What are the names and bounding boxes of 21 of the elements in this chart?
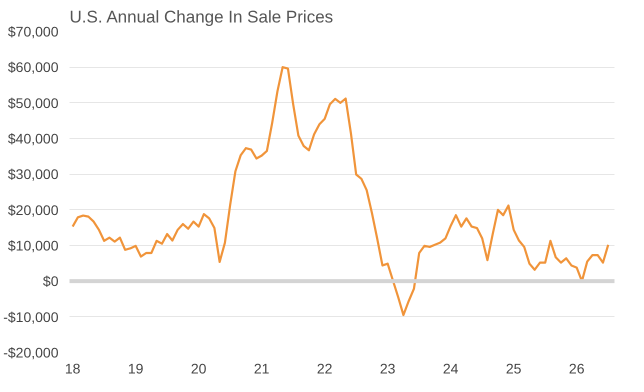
x-tick-label: 21 [254,360,270,376]
y-tick-label: $10,000 [8,238,59,254]
x-tick-label: 25 [506,360,522,376]
x-tick-label: 26 [568,360,585,376]
y-tick-label: $50,000 [8,94,59,111]
y-tick-label: $60,000 [8,59,59,76]
y-tick-label: -$20,000 [3,344,59,360]
x-tick-label: 19 [128,360,144,376]
y-tick-label: $30,000 [8,166,59,182]
line-series [72,66,610,316]
x-tick-label: 18 [64,360,81,376]
y-tick-label: $70,000 [8,24,59,40]
y-tick-label: -$10,000 [3,308,59,325]
y-tick-label: $20,000 [8,202,59,218]
y-tick-label: $40,000 [8,130,59,146]
x-tick-label: 20 [190,360,207,376]
x-tick-label: 24 [442,360,459,376]
x-tick-label: 23 [380,360,396,376]
chart-title: U.S. Annual Change In Sale Prices [70,8,334,26]
y-tick-label: $0 [42,273,59,290]
x-tick-label: 22 [316,360,333,376]
